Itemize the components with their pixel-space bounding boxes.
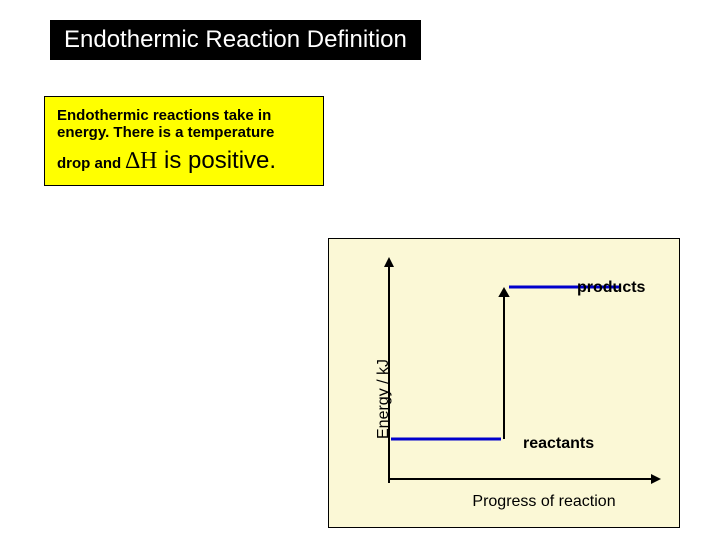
energy-diagram: Energy / kJ Progress of reaction reactan… [328,238,680,528]
products-label: products [577,279,645,297]
reactants-label: reactants [523,435,594,453]
definition-line3: drop and ∆H is positive. [57,147,311,175]
x-axis-label: Progress of reaction [429,493,659,511]
definition-box: Endothermic reactions take in energy. Th… [44,96,324,186]
line3-prefix: drop and [57,155,125,172]
y-axis-label: Energy / kJ [375,359,393,439]
line3-suffix: is positive. [157,147,276,174]
definition-line2: energy. There is a temperature [57,124,311,141]
title-text: Endothermic Reaction Definition [64,26,407,53]
definition-line1: Endothermic reactions take in [57,107,311,124]
slide-title: Endothermic Reaction Definition [50,20,421,60]
delta-h: ∆H [125,148,157,174]
